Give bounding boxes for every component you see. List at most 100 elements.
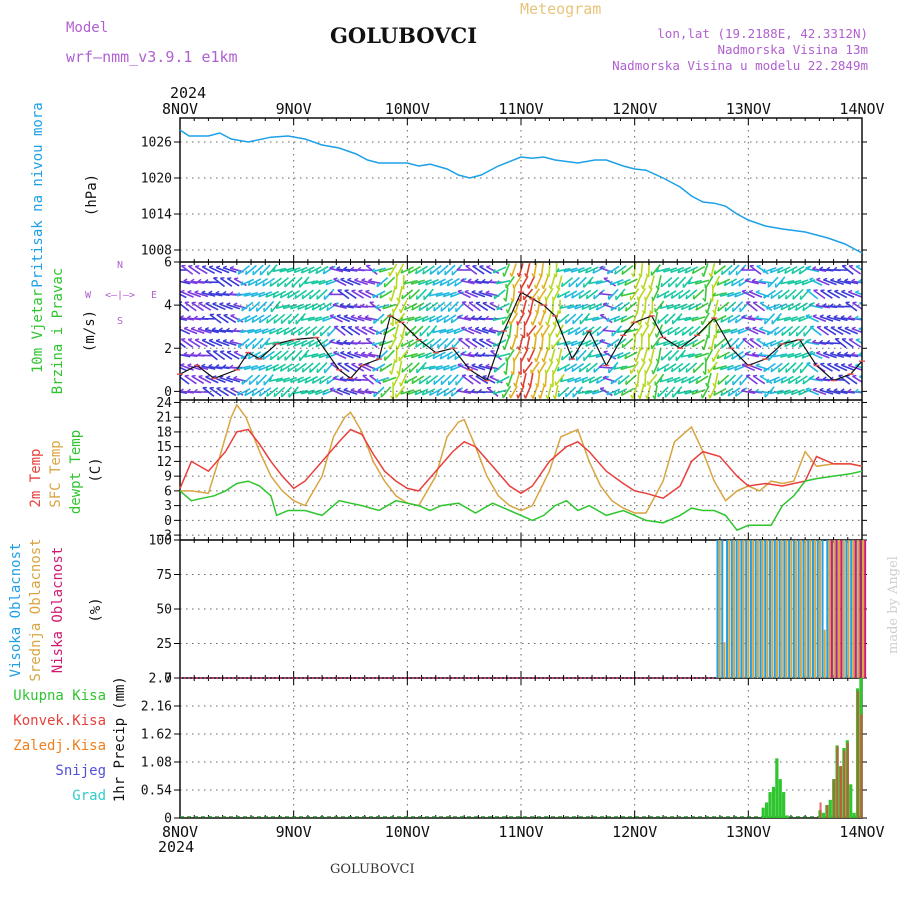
wind-arrow-head: [780, 379, 784, 384]
wind-arrow-head: [294, 294, 297, 299]
wind-arrow-head: [592, 269, 596, 274]
wind-arrow: [275, 304, 290, 309]
wind-arrow: [776, 316, 791, 322]
wind-arrow-head: [343, 339, 348, 344]
wind-arrow: [596, 302, 610, 311]
wind-arrow: [205, 376, 219, 384]
wind-arrow: [716, 278, 731, 286]
wind-arrow: [460, 279, 475, 285]
wind-arrow-head: [368, 326, 373, 329]
wind-arrow: [236, 292, 251, 297]
wind-arrow: [701, 385, 710, 399]
wind-arrow-head: [812, 339, 817, 343]
wind-arrow: [834, 290, 848, 299]
cloud-axis-title-high: Visoka Oblacnost: [8, 543, 24, 678]
wind-arrow-head: [620, 365, 624, 370]
wind-arrow: [528, 348, 536, 363]
wind-arrow: [581, 376, 596, 384]
wind-arrow-head: [829, 303, 834, 307]
wind-arrow: [533, 262, 538, 278]
wind-arrow: [602, 329, 617, 333]
wind-arrow: [712, 348, 721, 363]
wind-arrow: [805, 315, 819, 323]
wind-arrow: [568, 276, 580, 288]
wind-arrow-head: [340, 350, 345, 354]
wind-arrow-head: [670, 294, 674, 299]
wind-arrow: [322, 265, 336, 275]
wind-arrow-head: [314, 317, 319, 322]
wind-arrow: [263, 373, 274, 386]
wind-arrow: [705, 348, 714, 362]
wind-arrow-head: [673, 378, 677, 383]
wind-arrow-head: [585, 342, 589, 347]
wind-arrow: [448, 374, 459, 386]
wind-arrow: [538, 361, 547, 375]
wind-arrow: [180, 342, 187, 349]
wind-arrow: [588, 302, 603, 311]
wind-arrow-head: [666, 378, 670, 383]
wind-arrow: [183, 353, 198, 358]
wind-arrow-head: [770, 294, 773, 299]
wind-arrow-head: [174, 364, 178, 365]
wind-arrow: [392, 300, 401, 314]
wind-arrow: [625, 301, 637, 312]
wind-arrow: [610, 375, 623, 385]
wind-arrow: [717, 301, 730, 312]
wind-arrow-head: [521, 334, 525, 339]
wind-arrow: [180, 328, 191, 335]
wind-arrow: [329, 340, 344, 346]
wind-arrow-head: [223, 387, 228, 390]
cloud-bar: [861, 540, 864, 678]
wind-arrow: [297, 303, 312, 310]
wind-arrow: [219, 303, 233, 310]
wind-arrow-head: [226, 375, 231, 379]
wind-arrow-head: [641, 358, 644, 363]
wind-arrow-head: [548, 358, 552, 363]
wind-arrow: [184, 301, 197, 312]
wind-arrow: [426, 374, 439, 385]
wind-arrow-head: [262, 281, 265, 287]
wind-arrow: [180, 316, 195, 321]
wind-arrow: [557, 275, 563, 290]
wind-arrow: [336, 341, 351, 346]
wind-arrow-head: [787, 280, 791, 285]
wind-arrow: [396, 263, 405, 277]
wind-arrow-head: [282, 378, 287, 383]
wind-arrow: [454, 277, 467, 287]
wind-arrow: [277, 350, 289, 361]
wind-arrow-head: [329, 265, 334, 269]
wind-arrow: [539, 311, 546, 326]
wind-arrow: [659, 376, 674, 383]
wind-arrow: [540, 336, 544, 351]
wind-arrow-head: [272, 366, 276, 372]
wind-arrow: [288, 386, 299, 398]
cloud-bar: [809, 540, 812, 678]
wind-arrow-head: [841, 363, 846, 366]
wind-arrow: [809, 351, 823, 359]
ytick-label: 9: [164, 470, 172, 485]
wind-arrow: [259, 337, 271, 349]
wind-arrow: [350, 389, 365, 395]
wind-arrow: [685, 289, 698, 300]
wind-arrow-head: [701, 272, 705, 277]
wind-arrow-head: [375, 304, 379, 309]
wind-arrow-head: [318, 280, 322, 285]
wind-arrow: [762, 339, 777, 347]
wind-arrow: [524, 385, 532, 399]
wind-arrow-head: [741, 362, 746, 366]
wind-arrow-head: [563, 268, 567, 273]
wind-arrow-head: [777, 368, 780, 373]
compass-e: E: [151, 290, 157, 301]
elevation-text: Nadmorska Visina 13m: [717, 42, 868, 57]
wind-arrow-head: [723, 354, 727, 360]
wind-arrow: [295, 312, 306, 325]
wind-arrow: [279, 340, 294, 347]
cloud-bar: [718, 540, 721, 678]
wind-arrow-head: [225, 327, 230, 332]
cloud-bar: [756, 540, 759, 678]
wind-arrow: [180, 293, 187, 299]
wind-arrow-head: [496, 379, 500, 384]
wind-arrow-head: [336, 387, 341, 391]
wind-arrow: [689, 325, 701, 337]
wind-arrow-head: [741, 314, 746, 318]
